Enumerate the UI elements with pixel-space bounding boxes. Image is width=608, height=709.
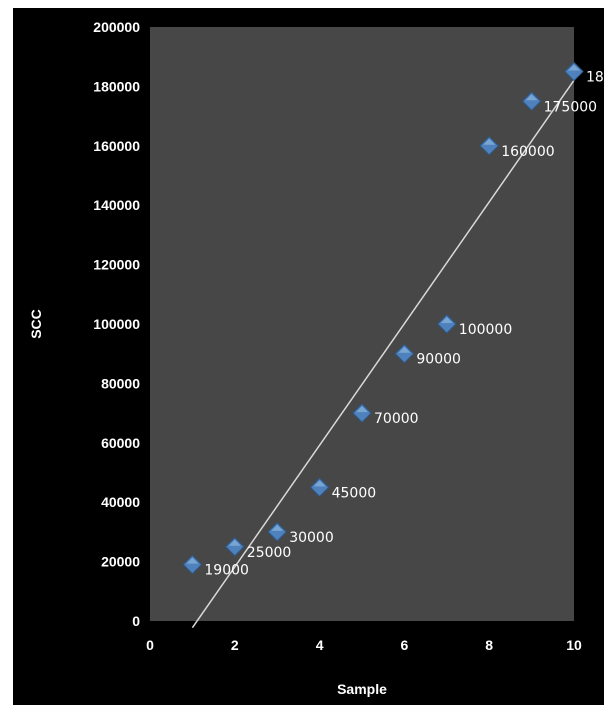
- y-tick-label: 0: [132, 613, 140, 629]
- data-label: 160000: [501, 144, 554, 160]
- y-tick-label: 140000: [93, 197, 140, 213]
- diamond-marker: [479, 136, 499, 156]
- diamond-highlight: [356, 406, 368, 413]
- data-label: 185000: [586, 70, 604, 86]
- x-tick-label: 10: [566, 637, 582, 653]
- diamond-marker: [437, 314, 457, 334]
- x-tick-label: 0: [146, 637, 154, 653]
- diamond-highlight: [483, 138, 496, 145]
- data-point: [267, 522, 287, 542]
- data-label: 90000: [416, 352, 461, 368]
- y-tick-label: 160000: [93, 138, 140, 154]
- data-label: 19000: [204, 563, 249, 579]
- diamond-highlight: [186, 557, 199, 564]
- data-point: [225, 537, 245, 557]
- x-axis-title: Sample: [337, 681, 387, 697]
- y-tick-label: 40000: [101, 494, 140, 510]
- data-label: 25000: [247, 545, 292, 561]
- data-point: [394, 343, 415, 364]
- diamond-marker: [352, 403, 372, 423]
- data-point: [479, 136, 499, 156]
- y-tick-label: 200000: [93, 19, 140, 35]
- diamond-marker: [521, 91, 542, 111]
- data-points: [182, 61, 584, 575]
- y-tick-label: 80000: [101, 375, 140, 391]
- data-point: [564, 61, 584, 82]
- scatter-chart: 0 20000 40000 60000 80000 100000 120000 140000 1…: [28, 19, 604, 697]
- trendline: [191, 79, 575, 629]
- data-point: [521, 91, 542, 111]
- diamond-marker: [564, 61, 584, 82]
- diamond-marker: [182, 554, 203, 575]
- diamond-highlight: [271, 524, 284, 531]
- y-axis: 0 20000 40000 60000 80000 100000 120000 140000 1…: [93, 19, 140, 629]
- x-tick-label: 6: [401, 637, 409, 653]
- plot-area: [150, 27, 574, 621]
- y-tick-label: 100000: [93, 316, 140, 332]
- y-axis-title: SCC: [28, 309, 44, 339]
- data-point: [437, 314, 457, 334]
- diamond-highlight: [440, 317, 453, 323]
- chart-container: 0 20000 40000 60000 80000 100000 120000 140000 1…: [13, 8, 604, 705]
- diamond-highlight: [313, 480, 326, 487]
- diamond-highlight: [398, 346, 411, 353]
- x-tick-label: 2: [231, 637, 239, 653]
- diamond-marker: [267, 522, 287, 542]
- x-tick-label: 4: [316, 637, 324, 653]
- y-tick-label: 60000: [101, 435, 140, 451]
- data-point: [182, 554, 203, 575]
- data-label: 70000: [374, 411, 419, 427]
- y-tick-label: 120000: [93, 257, 140, 273]
- diamond-highlight: [568, 64, 580, 71]
- data-point: [309, 477, 330, 498]
- data-label: 175000: [544, 99, 597, 115]
- diamond-highlight: [228, 539, 241, 546]
- y-tick-label: 180000: [93, 78, 140, 94]
- data-label: 30000: [289, 530, 334, 546]
- y-tick-label: 20000: [101, 554, 140, 570]
- x-tick-label: 8: [485, 637, 493, 653]
- diamond-marker: [225, 537, 245, 557]
- diamond-highlight: [525, 94, 538, 101]
- data-label: 45000: [332, 485, 377, 501]
- data-point: [352, 403, 372, 423]
- diamond-marker: [394, 343, 415, 364]
- diamond-marker: [309, 477, 330, 498]
- data-label: 100000: [459, 322, 512, 338]
- x-axis: 0 2 4 6 8 10: [146, 637, 582, 653]
